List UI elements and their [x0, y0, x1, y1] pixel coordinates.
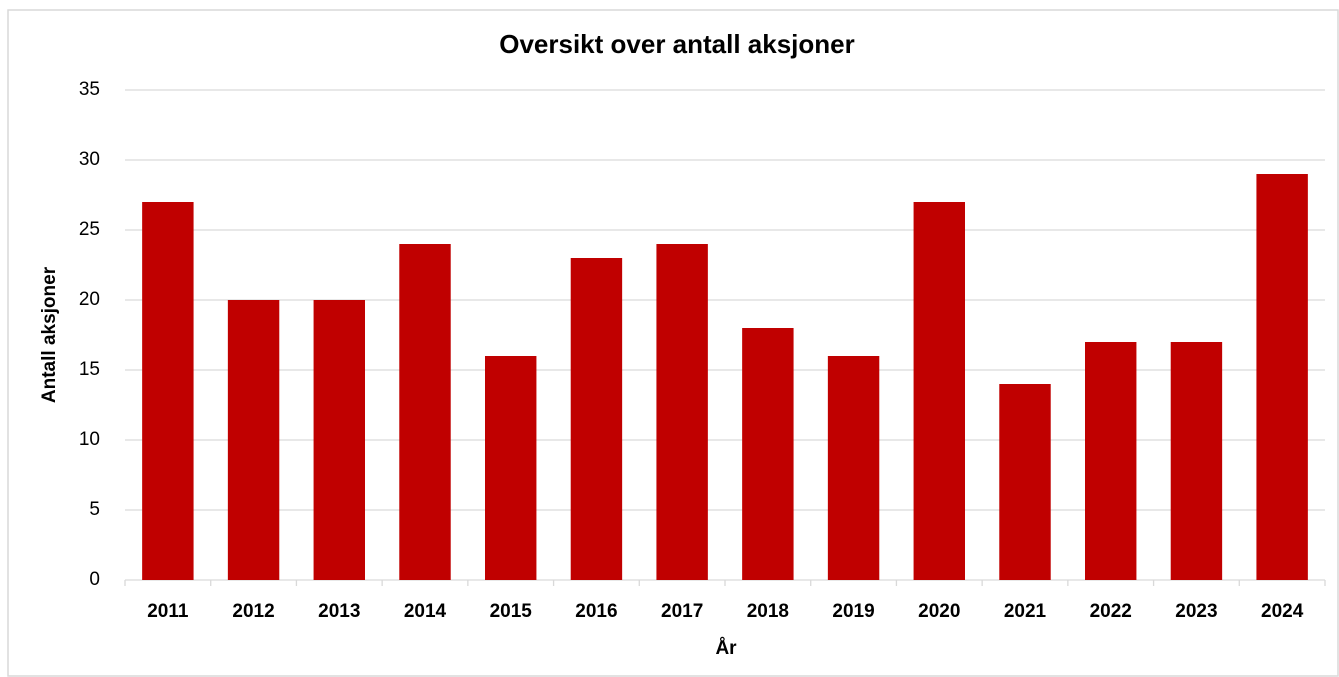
bar: [656, 244, 708, 580]
bar: [1170, 342, 1223, 580]
bar: [827, 356, 880, 580]
y-axis-title: Antall aksjoner: [39, 266, 60, 403]
x-tick-label: 2018: [747, 601, 789, 622]
bar: [913, 202, 965, 580]
y-tick-label: 0: [89, 569, 100, 590]
bar: [742, 328, 794, 580]
y-tick-label: 15: [79, 359, 100, 380]
x-tick-label: 2016: [575, 601, 617, 622]
bar: [313, 300, 365, 580]
x-axis-title: År: [715, 638, 737, 659]
x-tick-label: 2015: [490, 601, 533, 622]
bar: [227, 300, 280, 580]
bar: [485, 356, 537, 580]
x-tick-label: 2011: [147, 601, 189, 622]
x-tick-label: 2013: [318, 601, 360, 622]
bar: [1085, 342, 1137, 580]
x-tick-label: 2022: [1090, 601, 1132, 622]
x-tick-label: 2024: [1261, 601, 1304, 622]
y-tick-label: 25: [79, 219, 100, 240]
y-tick-label: 5: [89, 499, 100, 520]
x-tick-label: 2014: [404, 601, 447, 622]
x-tick-label: 2017: [661, 601, 703, 622]
bar: [1256, 174, 1308, 580]
x-tick-label: 2019: [832, 601, 874, 622]
y-tick-label: 35: [79, 79, 100, 100]
x-tick-label: 2012: [232, 601, 274, 622]
x-tick-label: 2023: [1175, 601, 1217, 622]
chart-title: Oversikt over antall aksjoner: [499, 29, 855, 59]
x-tick-label: 2020: [918, 601, 960, 622]
y-tick-label: 30: [79, 149, 100, 170]
bar: [999, 384, 1051, 580]
x-tick-label: 2021: [1004, 601, 1047, 622]
y-tick-label: 10: [79, 429, 100, 450]
bar: [570, 258, 623, 580]
bar: [399, 244, 451, 580]
y-tick-label: 20: [79, 289, 100, 310]
bar: [142, 202, 194, 580]
